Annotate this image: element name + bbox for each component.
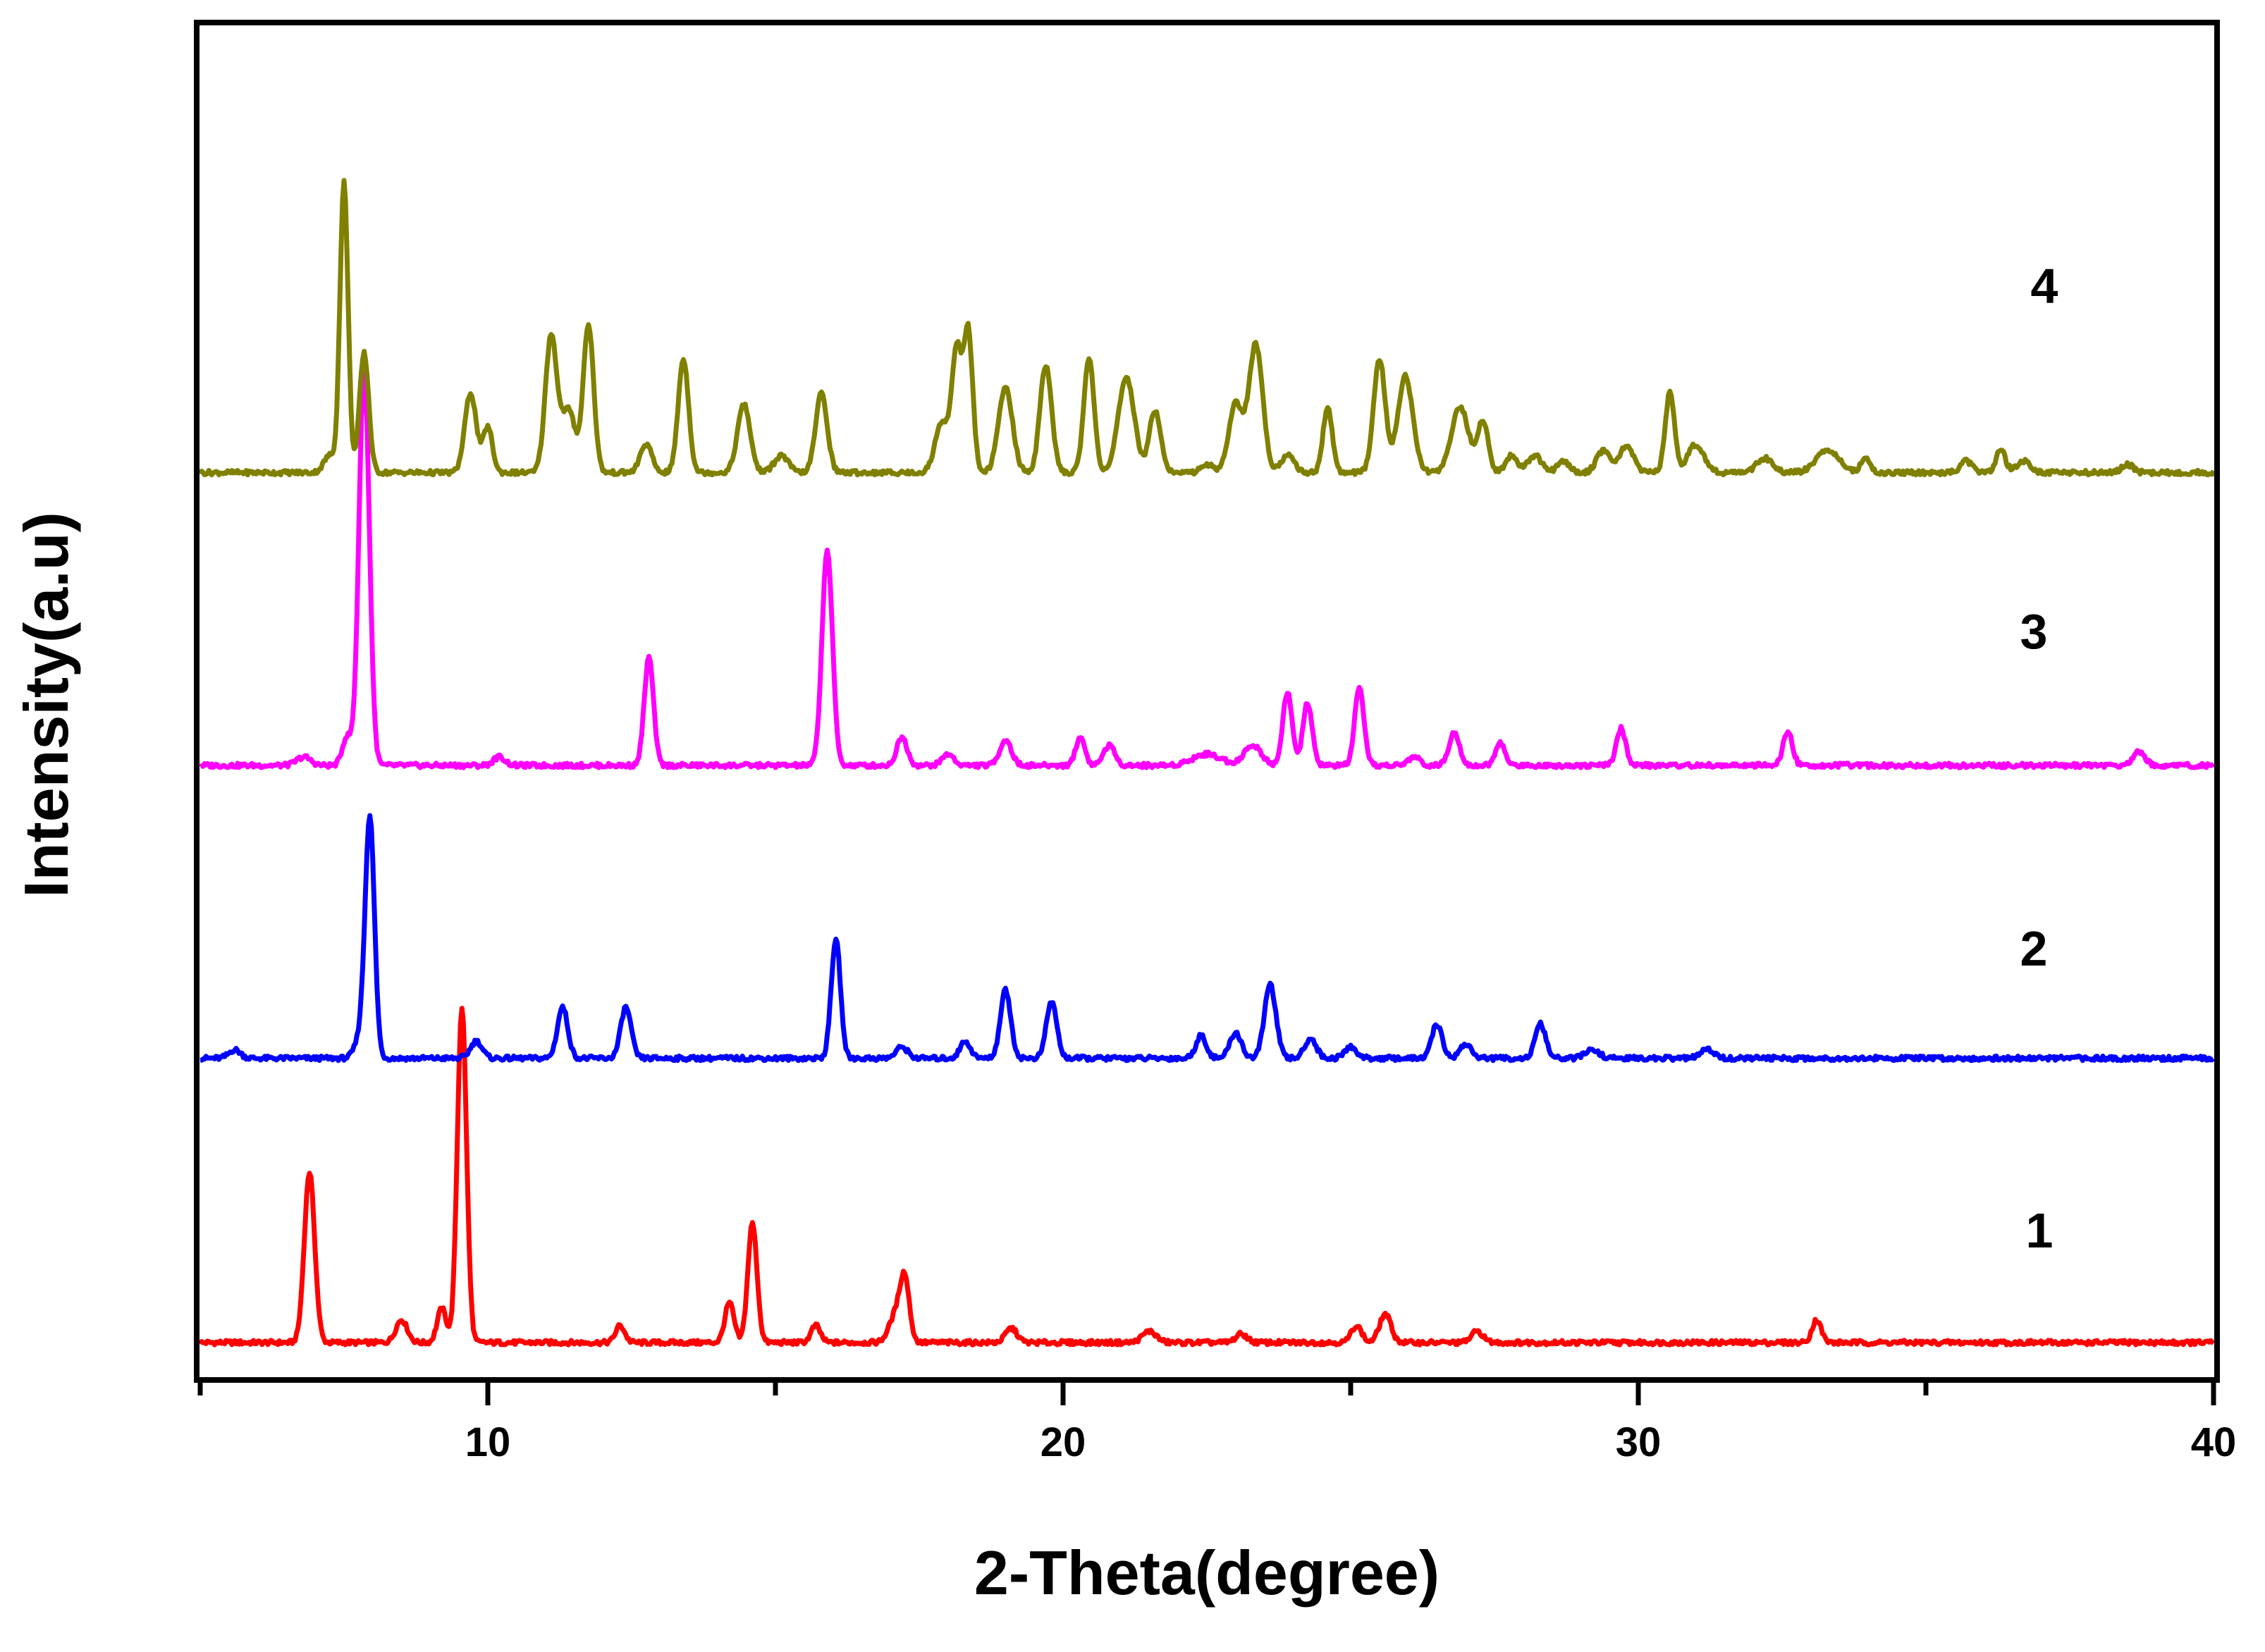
x-axis-ticks: 10 20 30 40 xyxy=(197,1380,2237,1465)
y-axis-title: Intensity(a.u) xyxy=(11,512,81,898)
series-line-2 xyxy=(199,813,2215,1064)
series-labels: 1 2 3 4 xyxy=(2020,259,2058,1258)
series-label-2: 2 xyxy=(2020,921,2048,976)
series-line-1 xyxy=(197,1006,2216,1348)
plot-frame xyxy=(194,20,2220,1383)
series-label-4: 4 xyxy=(2031,259,2058,314)
series-label-1: 1 xyxy=(2026,1203,2054,1258)
x-tick-label: 30 xyxy=(1616,1419,1662,1465)
series-line-4 xyxy=(197,178,2216,478)
series-line-3 xyxy=(199,364,2216,770)
x-tick-label: 40 xyxy=(2191,1419,2237,1465)
series-layer xyxy=(197,178,2216,1348)
x-axis-title: 2-Theta(degree) xyxy=(974,1538,1440,1608)
x-tick-label: 10 xyxy=(465,1419,511,1465)
series-label-3: 3 xyxy=(2020,604,2048,659)
x-tick-label: 20 xyxy=(1041,1419,1086,1465)
